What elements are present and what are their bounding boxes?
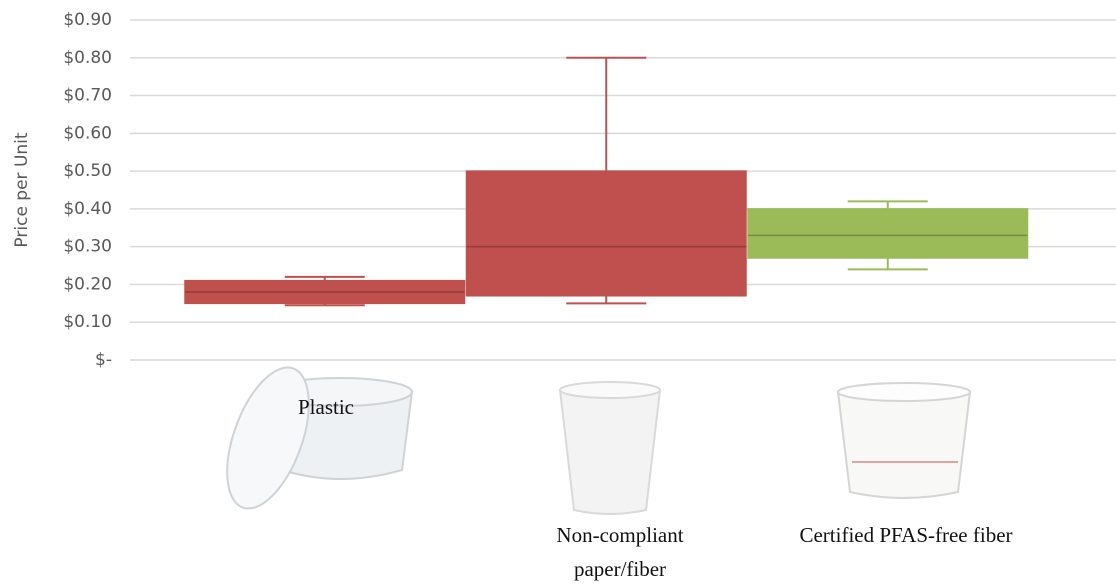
category-label: Certified PFAS-free fiber	[799, 523, 1013, 547]
y-tick-label: $0.70	[63, 86, 112, 106]
y-tick-label: $-	[95, 350, 112, 370]
y-axis-label: Price per Unit	[12, 132, 32, 247]
box	[184, 279, 466, 305]
plastic-container-image	[226, 366, 414, 510]
fiber-bowl-image	[836, 382, 972, 499]
box	[465, 170, 747, 297]
y-tick-label: $0.80	[63, 48, 112, 68]
y-tick-label: $0.50	[63, 161, 112, 181]
paper-cup-image	[558, 381, 662, 515]
y-tick-label: $0.40	[63, 199, 112, 219]
y-tick-label: $0.20	[63, 274, 112, 294]
box	[747, 208, 1029, 259]
y-tick-label: $0.30	[63, 237, 112, 257]
category-label: Plastic	[298, 395, 354, 419]
y-tick-label: $0.10	[63, 312, 112, 332]
category-label: Non-compliant paper/fiber	[556, 523, 684, 581]
y-tick-label: $0.60	[63, 123, 112, 143]
y-tick-label: $0.90	[63, 10, 112, 30]
